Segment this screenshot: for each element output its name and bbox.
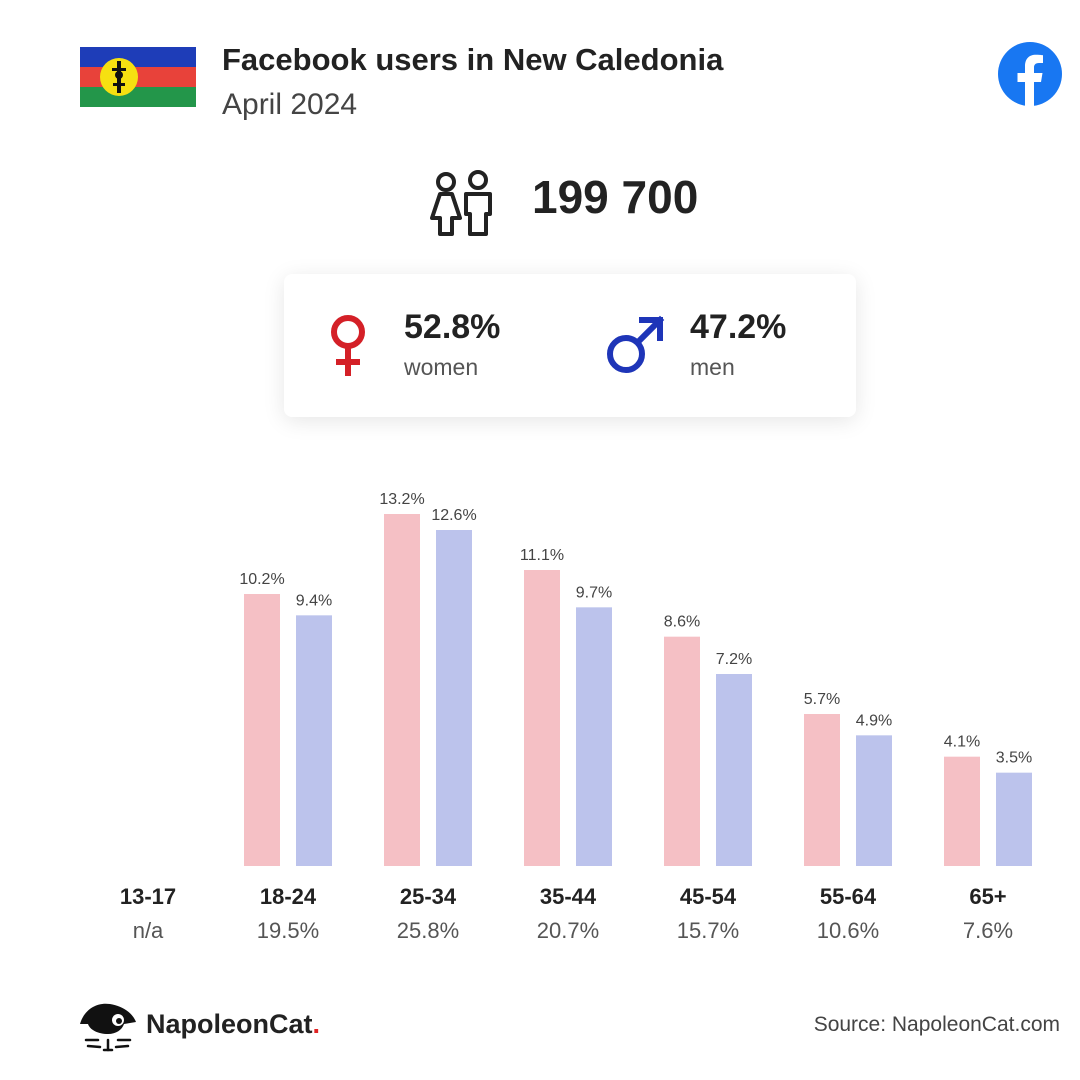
users-icon (430, 170, 492, 236)
women-value-label-65+: 4.1% (944, 734, 980, 751)
women-bar-55-64 (804, 714, 840, 866)
men-value-label-25-34: 12.6% (431, 507, 476, 524)
source-note: Source: NapoleonCat.com (813, 1013, 1060, 1036)
age-gender-bar-chart: 10.2% 9.4% 13.2% 12.6% 11.1% 9.7% 8.6% 7.2% 5.7%… (239, 491, 1032, 866)
men-bar-55-64 (856, 735, 892, 866)
brand-dot: . (312, 1009, 321, 1039)
women-value-label-45-54: 8.6% (664, 614, 700, 631)
page-title: Facebook users in New Caledonia (222, 42, 724, 77)
category-label-45-54: 45-54 (679, 884, 737, 909)
men-value-label-18-24: 9.4% (296, 592, 332, 609)
women-bar-18-24 (244, 594, 280, 866)
category-label-18-24: 18-24 (259, 884, 317, 909)
women-value-label-18-24: 10.2% (239, 571, 284, 588)
category-total-45-54: 15.7% (676, 918, 740, 943)
category-label-13-17: 13-17 (119, 884, 177, 909)
men-bar-18-24 (296, 615, 332, 866)
men-value-label-45-54: 7.2% (716, 651, 752, 668)
men-bar-25-34 (436, 530, 472, 866)
category-total-55-64: 10.6% (816, 918, 880, 943)
category-total-65+: 7.6% (962, 918, 1014, 943)
category-label-25-34: 25-34 (399, 884, 457, 909)
women-bar-45-54 (664, 636, 700, 866)
men-value-label-55-64: 4.9% (856, 712, 892, 729)
female-symbol-icon (331, 315, 365, 376)
women-bar-35-44 (524, 570, 560, 866)
brand-text: NapoleonCat (146, 1009, 313, 1039)
women-percent: 52.8% (404, 308, 501, 346)
total-users-value: 199 700 (532, 171, 699, 223)
napoleoncat-logo-icon (80, 1003, 136, 1052)
men-bar-45-54 (716, 674, 752, 866)
women-value-label-25-34: 13.2% (379, 491, 424, 508)
category-total-25-34: 25.8% (396, 918, 460, 943)
men-label: men (690, 354, 735, 380)
women-bar-25-34 (384, 514, 420, 866)
category-label-55-64: 55-64 (819, 884, 877, 909)
category-label-35-44: 35-44 (539, 884, 597, 909)
facebook-logo-icon (998, 42, 1062, 106)
male-symbol-icon (607, 315, 665, 373)
category-total-13-17: n/a (132, 918, 164, 943)
page-subtitle: April 2024 (222, 88, 358, 121)
new-caledonia-flag (80, 47, 196, 107)
brand-name: NapoleonCat. (146, 1009, 320, 1040)
men-value-label-65+: 3.5% (996, 750, 1032, 767)
women-label: women (404, 354, 479, 380)
category-total-35-44: 20.7% (536, 918, 600, 943)
men-value-label-35-44: 9.7% (576, 584, 612, 601)
women-value-label-35-44: 11.1% (520, 547, 564, 564)
gender-card (284, 274, 856, 417)
men-bar-65+ (996, 772, 1032, 866)
women-value-label-55-64: 5.7% (804, 691, 840, 708)
women-bar-65+ (944, 756, 980, 866)
men-bar-35-44 (576, 607, 612, 866)
category-total-18-24: 19.5% (256, 918, 320, 943)
men-percent: 47.2% (690, 308, 787, 346)
category-label-65+: 65+ (969, 884, 1007, 909)
